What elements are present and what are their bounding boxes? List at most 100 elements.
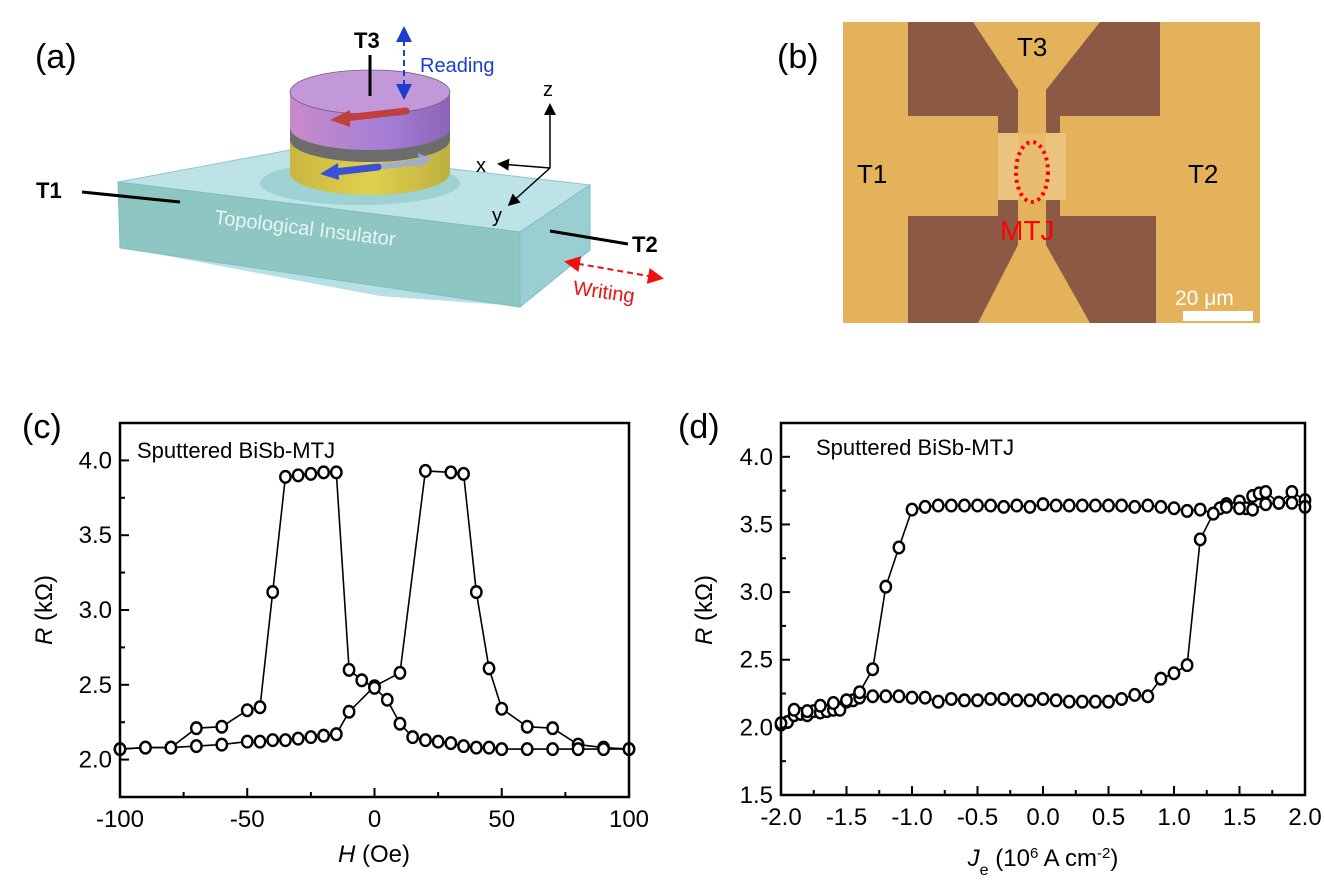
chart-d-data-point xyxy=(1062,694,1076,709)
chart-d-data-point xyxy=(1154,499,1168,514)
chart-d-data-point xyxy=(1167,501,1181,516)
chart-d-data-point xyxy=(879,689,893,704)
chart-d-data-point xyxy=(1285,495,1299,510)
t3-label: T3 xyxy=(354,28,380,53)
chart-c-data-point xyxy=(253,734,267,749)
chart-d-data-point xyxy=(1089,498,1102,513)
chart-d-data-point xyxy=(918,690,932,705)
chart-d-data-point xyxy=(958,498,971,513)
chart-d-ylabel-unit: (kΩ) xyxy=(691,575,718,628)
chart-c-ytick-label: 3.0 xyxy=(79,597,112,624)
chart-d-data-point xyxy=(1167,666,1181,681)
chart-c-data-point xyxy=(291,468,305,483)
chart-c-data-point xyxy=(139,740,152,755)
chart-d-data-point xyxy=(905,690,919,705)
chart-d-data-point xyxy=(944,498,958,513)
chart-d-xtick-label: 0.0 xyxy=(1026,804,1059,831)
chart-c-data-point xyxy=(189,739,203,754)
chart-d-xtick-label: 1.5 xyxy=(1223,804,1256,831)
panel-a-label: (a) xyxy=(35,38,77,76)
chart-d-data-point xyxy=(892,540,906,555)
chart-d-data-point xyxy=(1128,499,1142,514)
chart-d-data-point xyxy=(813,698,827,713)
chart-d-series-line-sweep-up xyxy=(780,491,1306,726)
chart-d-xtick-label: 2.0 xyxy=(1288,804,1321,831)
panel-c-label: (c) xyxy=(22,408,62,446)
chart-c-xlabel: H (Oe) xyxy=(338,841,410,868)
chart-c-data-point xyxy=(622,742,636,757)
chart-d-data-point xyxy=(1252,486,1266,501)
chart-c-data-point xyxy=(431,734,445,749)
chart-c-data-point xyxy=(393,665,407,680)
chart-d-xtick-label: -2.0 xyxy=(760,804,801,831)
free-layer-arrow-icon xyxy=(330,107,410,127)
chart-c-xtick-label: 50 xyxy=(488,806,515,833)
chart-c-xtick-label: -50 xyxy=(230,806,265,833)
chart-c-data-point xyxy=(520,719,534,734)
chart-c-ylabel-var: R xyxy=(31,628,58,645)
chart-c-xtick-label: -100 xyxy=(96,806,144,833)
chart-d-data-point xyxy=(1220,499,1233,514)
chart-d-data-point xyxy=(840,693,853,708)
chart-d-data-point xyxy=(1246,489,1260,504)
z-axis-label: z xyxy=(543,79,553,101)
chart-d-data-point xyxy=(1049,498,1063,513)
chart-d-xlabel-sup1: 6 xyxy=(1030,845,1038,862)
chart-c-data-point xyxy=(189,721,203,736)
chart-c-title: Sputtered BiSb-MTJ xyxy=(137,438,335,463)
chart-c-series-line-sweep-up xyxy=(119,471,629,750)
chart-c-data-point xyxy=(164,740,178,755)
chart-c-data-point xyxy=(469,585,483,600)
chart-d-ytick-label: 4.0 xyxy=(740,444,773,471)
chart-d-xlabel-unit-a: (10 xyxy=(989,845,1030,872)
chart-c-data-point xyxy=(253,700,267,715)
chart-d-data-point xyxy=(1220,497,1233,512)
micrograph-t2-label: T2 xyxy=(1188,159,1218,189)
micrograph-t3-label: T3 xyxy=(1017,32,1047,62)
coordinate-axes-icon xyxy=(497,103,556,207)
chart-d-data-point xyxy=(1206,506,1220,521)
chart-d-data-point xyxy=(1010,498,1024,513)
chart-c-data-point xyxy=(482,740,496,755)
chart-c-data-point xyxy=(329,465,343,480)
mtj-label: MTJ xyxy=(1000,215,1054,246)
chart-d-data-point xyxy=(820,704,834,719)
chart-d-data-point xyxy=(833,702,847,717)
chart-c-data-point xyxy=(304,730,318,745)
chart-c-xtick-label: 100 xyxy=(609,806,649,833)
chart-d-data-point xyxy=(984,498,997,513)
chart-d-data-point xyxy=(997,499,1011,514)
chart-d-data-point xyxy=(1036,497,1050,512)
chart-d-data-point xyxy=(1062,498,1076,513)
chart-d-data-point xyxy=(944,691,958,706)
chart-d-data-point xyxy=(1141,498,1155,513)
chart-c-ytick-label: 3.5 xyxy=(79,522,112,549)
chart-d-data-point xyxy=(1075,694,1089,709)
chart-d-data-point xyxy=(781,714,794,729)
chart-d-ylabel-var: R xyxy=(691,628,718,645)
chart-c-data-point xyxy=(495,742,509,757)
chart-d-xlabel-sup2: -2 xyxy=(1097,845,1110,862)
chart-c-plot-frame xyxy=(118,421,631,799)
chart-d-data-point xyxy=(1272,495,1286,510)
chart-d-xtick-label: -1.5 xyxy=(826,804,867,831)
chart-d-xtick-label: 0.5 xyxy=(1092,804,1125,831)
chart-d-data-point xyxy=(1233,501,1246,516)
chart-c-data-point xyxy=(113,742,127,757)
chart-d-ytick-label: 3.5 xyxy=(740,511,773,538)
chart-d-data-point xyxy=(971,693,984,708)
pinned-layer-arrow-icon xyxy=(320,153,432,180)
chart-d-data-point xyxy=(892,689,906,704)
chart-c-ylabel: R (kΩ) xyxy=(31,575,58,645)
chart-d-ytick-label: 3.0 xyxy=(740,579,773,606)
chart-c-ytick-label: 2.5 xyxy=(79,672,112,699)
scale-bar-label: 20 μm xyxy=(1175,287,1234,310)
chart-c-data-point xyxy=(444,736,458,751)
chart-d-data-point xyxy=(1102,498,1115,513)
chart-c-data-point xyxy=(368,679,381,694)
chart-c-data-point xyxy=(571,737,585,752)
chart-c-data-point xyxy=(393,716,407,731)
chart-c-ytick-label: 2.0 xyxy=(79,747,112,774)
chart-c-data-point xyxy=(113,742,127,757)
chart-d-data-point xyxy=(958,693,971,708)
